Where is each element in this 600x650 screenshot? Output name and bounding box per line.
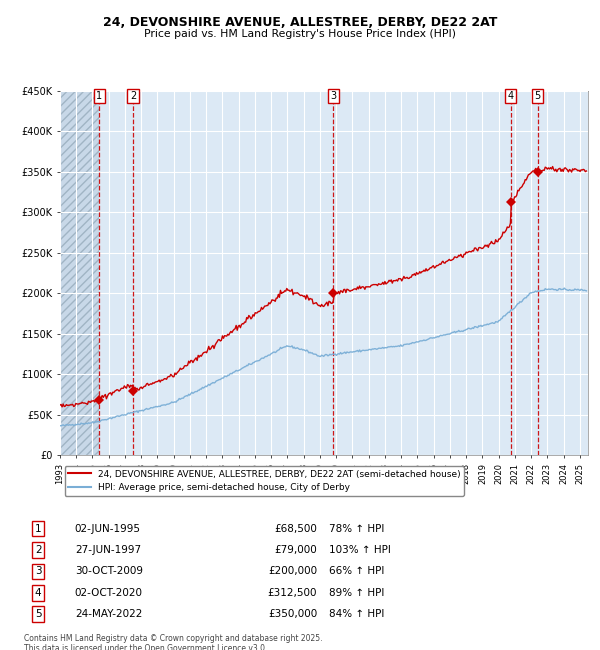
Text: 78% ↑ HPI: 78% ↑ HPI [329,523,384,534]
Text: 2: 2 [130,91,136,101]
Text: £68,500: £68,500 [274,523,317,534]
Text: 5: 5 [35,609,41,619]
Bar [60,91,100,455]
Text: £79,000: £79,000 [275,545,317,555]
Text: 24, DEVONSHIRE AVENUE, ALLESTREE, DERBY, DE22 2AT: 24, DEVONSHIRE AVENUE, ALLESTREE, DERBY,… [103,16,497,29]
Text: £200,000: £200,000 [268,566,317,577]
Text: 1: 1 [35,523,41,534]
Text: 30-OCT-2009: 30-OCT-2009 [75,566,143,577]
Text: 5: 5 [535,91,541,101]
Text: £312,500: £312,500 [268,588,317,598]
Text: 24-MAY-2022: 24-MAY-2022 [75,609,142,619]
Text: 2: 2 [35,545,41,555]
Legend: 24, DEVONSHIRE AVENUE, ALLESTREE, DERBY, DE22 2AT (semi-detached house), HPI: Av: 24, DEVONSHIRE AVENUE, ALLESTREE, DERBY,… [65,466,464,496]
Text: 89% ↑ HPI: 89% ↑ HPI [329,588,384,598]
Bar [60,91,100,455]
Text: 84% ↑ HPI: 84% ↑ HPI [329,609,384,619]
Text: £350,000: £350,000 [268,609,317,619]
Text: 3: 3 [35,566,41,577]
Text: 1: 1 [96,91,103,101]
Text: 3: 3 [331,91,337,101]
Text: 27-JUN-1997: 27-JUN-1997 [75,545,141,555]
Text: 103% ↑ HPI: 103% ↑ HPI [329,545,391,555]
Text: Contains HM Land Registry data © Crown copyright and database right 2025.
This d: Contains HM Land Registry data © Crown c… [24,634,323,650]
Text: Price paid vs. HM Land Registry's House Price Index (HPI): Price paid vs. HM Land Registry's House … [144,29,456,39]
Text: 02-OCT-2020: 02-OCT-2020 [75,588,143,598]
Text: 02-JUN-1995: 02-JUN-1995 [75,523,141,534]
Text: 4: 4 [508,91,514,101]
Text: 66% ↑ HPI: 66% ↑ HPI [329,566,384,577]
Text: 4: 4 [35,588,41,598]
